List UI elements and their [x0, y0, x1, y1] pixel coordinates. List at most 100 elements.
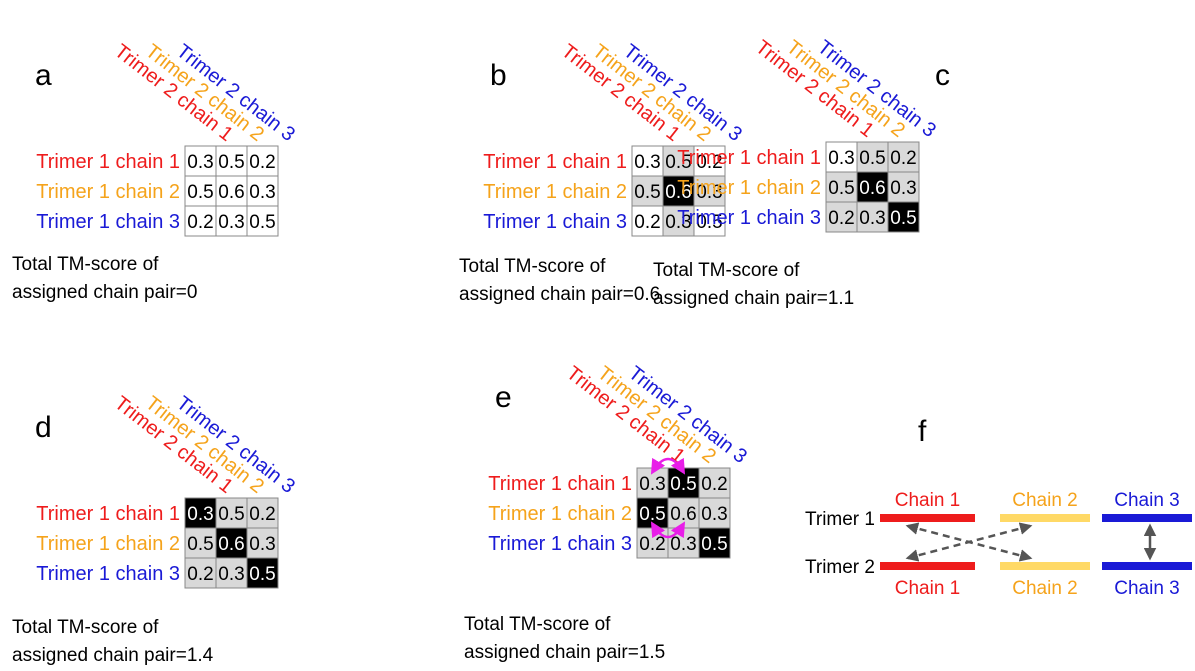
matrix-cell	[184, 205, 217, 237]
chain-label: Chain 3	[1114, 490, 1180, 511]
caption: Total TM-score of	[12, 617, 159, 638]
row-label: Trimer 1 chain 2	[36, 533, 180, 555]
cell-value: 0.2	[828, 208, 854, 229]
panel-f: f Trimer 1 Trimer 2 Chain 1 Chain 1 Chain 2 Ch…	[805, 415, 1192, 599]
caption: assigned chain pair=1.5	[464, 642, 665, 663]
chain-label: Chain 3	[1114, 578, 1180, 599]
chain-label: Chain 2	[1012, 490, 1078, 511]
cell-value: 0.5	[218, 504, 244, 525]
panel-label: a	[35, 59, 52, 92]
cell-value: 0.2	[639, 534, 665, 555]
cell-value: 0.3	[218, 212, 244, 233]
panel-label: d	[35, 411, 52, 444]
row-label: Trimer 1 chain 1	[488, 473, 632, 495]
chain-bar	[1000, 562, 1090, 570]
cell-value: 0.5	[701, 534, 727, 555]
matrix-cell	[662, 145, 695, 177]
matrix-cell	[246, 557, 279, 589]
caption: Total TM-score of	[459, 256, 606, 277]
caption: assigned chain pair=1.4	[12, 645, 214, 666]
panel-label: f	[918, 415, 927, 448]
caption: assigned chain pair=0.6	[459, 284, 660, 305]
cell-value: 0.5	[187, 182, 213, 203]
matrix-cell	[631, 175, 664, 207]
matrix-cell	[698, 527, 731, 559]
matrix-cell	[246, 205, 279, 237]
cell-value: 0.3	[639, 474, 665, 495]
caption: Total TM-score of	[12, 254, 159, 275]
matrix-cell	[215, 497, 248, 529]
cell-value: 0.5	[639, 504, 665, 525]
swap-arrow	[650, 521, 686, 539]
cell-value: 0.6	[218, 534, 244, 555]
cell-value: 0.6	[670, 504, 696, 525]
panel-label: c	[935, 59, 950, 92]
row-label: Trimer 1 chain 1	[677, 147, 821, 169]
cell-value: 0.3	[634, 152, 660, 173]
cell-value: 0.3	[670, 534, 696, 555]
cell-value: 0.3	[218, 564, 244, 585]
matrix-cell	[246, 497, 279, 529]
row-label: Trimer 1 chain 1	[483, 151, 627, 173]
row-label: Trimer 1 chain 1	[36, 503, 180, 525]
cell-value: 0.3	[187, 152, 213, 173]
cell-value: 0.2	[696, 152, 722, 173]
chain-bar	[1102, 514, 1192, 522]
matrix-cell	[825, 201, 858, 233]
cell-value: 0.5	[665, 152, 691, 173]
cell-value: 0.2	[249, 504, 275, 525]
cell-value: 0.2	[249, 152, 275, 173]
row-label: Trimer 1 chain 3	[483, 211, 627, 233]
chain-label: Chain 1	[895, 578, 961, 599]
cell-value: 0.2	[701, 474, 727, 495]
cell-value: 0.3	[859, 208, 885, 229]
cell-value: 0.3	[701, 504, 727, 525]
cell-value: 0.5	[670, 474, 696, 495]
cell-value: 0.6	[665, 182, 691, 203]
matrix-cell	[693, 145, 726, 177]
cell-value: 0.5	[890, 208, 916, 229]
matrix-cell	[856, 171, 889, 203]
panel-label: e	[495, 381, 512, 414]
row-label: Trimer 1 chain 2	[483, 181, 627, 203]
row-label: Trimer 1 chain 3	[36, 563, 180, 585]
matrix-cell	[184, 497, 217, 529]
matrix-cell	[693, 205, 726, 237]
cell-value: 0.6	[218, 182, 244, 203]
cell-value: 0.5	[634, 182, 660, 203]
caption: assigned chain pair=0	[12, 282, 197, 303]
row-label: Trimer 1 chain 2	[488, 503, 632, 525]
cell-value: 0.3	[665, 212, 691, 233]
matrix-cell	[698, 467, 731, 499]
matrix-cell	[184, 527, 217, 559]
matrix-cell	[215, 557, 248, 589]
chain-label: Chain 2	[1012, 578, 1078, 599]
cell-value: 0.5	[249, 212, 275, 233]
panel-label: b	[490, 59, 507, 92]
row-label: Trimer 1 chain 2	[677, 177, 821, 199]
cell-value: 0.5	[696, 212, 722, 233]
cell-value: 0.2	[187, 564, 213, 585]
cell-value: 0.3	[696, 182, 722, 203]
cell-value: 0.5	[187, 534, 213, 555]
cell-value: 0.5	[218, 152, 244, 173]
cell-value: 0.5	[859, 148, 885, 169]
cell-value: 0.2	[187, 212, 213, 233]
row-label: Trimer 1 chain 2	[36, 181, 180, 203]
matrix-cell	[246, 527, 279, 559]
caption: Total TM-score of	[464, 614, 611, 635]
cell-value: 0.3	[249, 182, 275, 203]
caption: assigned chain pair=1.1	[653, 288, 854, 309]
chain-bar	[1000, 514, 1090, 522]
matrix-cell	[887, 201, 920, 233]
chain-bar	[880, 562, 975, 570]
cell-value: 0.3	[249, 534, 275, 555]
cell-value: 0.6	[859, 178, 885, 199]
pair-arrow	[905, 522, 1033, 562]
cell-value: 0.2	[634, 212, 660, 233]
cell-value: 0.3	[890, 178, 916, 199]
